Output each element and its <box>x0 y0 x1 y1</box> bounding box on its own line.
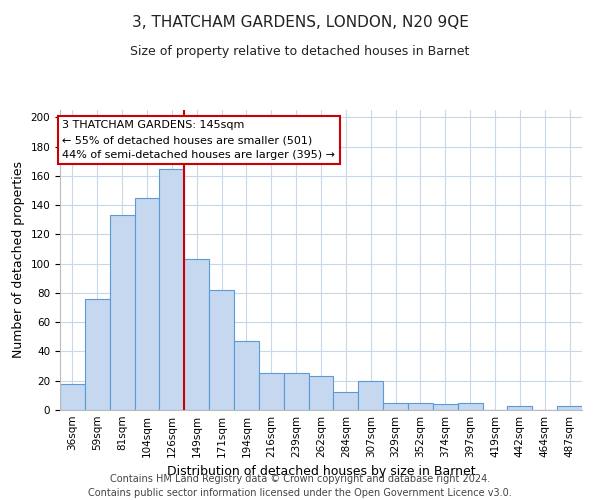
Bar <box>160 168 184 410</box>
Bar <box>408 402 433 410</box>
Bar <box>383 402 408 410</box>
Bar <box>284 374 308 410</box>
Bar <box>209 290 234 410</box>
Text: Contains HM Land Registry data © Crown copyright and database right 2024.
Contai: Contains HM Land Registry data © Crown c… <box>88 474 512 498</box>
Bar <box>110 216 134 410</box>
Bar <box>60 384 85 410</box>
Bar <box>508 406 532 410</box>
Bar <box>85 299 110 410</box>
X-axis label: Distribution of detached houses by size in Barnet: Distribution of detached houses by size … <box>167 466 475 478</box>
Bar <box>433 404 458 410</box>
Bar <box>358 380 383 410</box>
Text: 3 THATCHAM GARDENS: 145sqm
← 55% of detached houses are smaller (501)
44% of sem: 3 THATCHAM GARDENS: 145sqm ← 55% of deta… <box>62 120 335 160</box>
Bar <box>134 198 160 410</box>
Bar <box>308 376 334 410</box>
Bar <box>334 392 358 410</box>
Text: 3, THATCHAM GARDENS, LONDON, N20 9QE: 3, THATCHAM GARDENS, LONDON, N20 9QE <box>131 15 469 30</box>
Y-axis label: Number of detached properties: Number of detached properties <box>12 162 25 358</box>
Bar <box>458 402 482 410</box>
Bar <box>557 406 582 410</box>
Bar <box>234 341 259 410</box>
Bar <box>184 260 209 410</box>
Text: Size of property relative to detached houses in Barnet: Size of property relative to detached ho… <box>130 45 470 58</box>
Bar <box>259 374 284 410</box>
